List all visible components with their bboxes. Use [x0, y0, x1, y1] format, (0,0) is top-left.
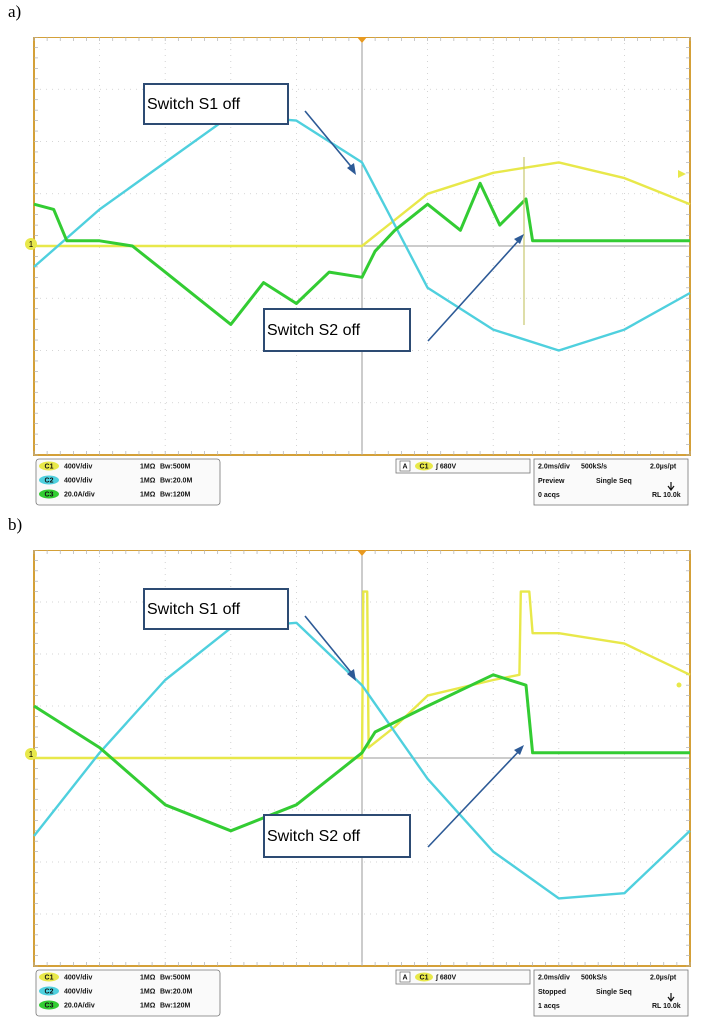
down-arrow-icon	[667, 482, 675, 491]
trigger-level-marker	[676, 682, 682, 688]
trigger-slot: A	[403, 975, 408, 982]
timebase-readout: 2.0ms/div 500kS/s 2.0µs/pt Preview Singl…	[533, 458, 689, 506]
channel-2-scale: 400V/div	[64, 989, 93, 996]
channel-3-bandwidth: Bw:120M	[160, 492, 191, 499]
callout-s2-arrow	[427, 749, 521, 848]
channel-2-impedance: 1MΩ	[140, 478, 156, 485]
channel-1-bandwidth: Bw:500M	[160, 975, 191, 982]
timebase-value: 2.0ms/div	[538, 975, 570, 982]
trace-cyan	[33, 621, 691, 900]
waveform-traces	[33, 590, 691, 900]
channel-3-bandwidth: Bw:120M	[160, 1003, 191, 1010]
oscilloscope-panel-b: 1 Switch S1 off Switch S2 off C1 400V/di…	[25, 550, 691, 1020]
channel-3-scale: 20.0A/div	[64, 1003, 95, 1010]
callout-s1-arrow	[304, 615, 355, 677]
trigger-position-marker	[357, 37, 367, 43]
ground-level-marker-label: 1	[29, 750, 34, 759]
channel-3-scale: 20.0A/div	[64, 492, 95, 499]
acquisition-count: 1 acqs	[538, 1003, 560, 1010]
channel-1-impedance: 1MΩ	[140, 464, 156, 471]
channel-2-bandwidth: Bw:20.0M	[160, 989, 192, 996]
channel-3-tag: C3	[45, 492, 54, 499]
timebase-value: 2.0ms/div	[538, 464, 570, 471]
ground-level-marker-label: 1	[29, 240, 34, 249]
trigger-value: ∫ 680V	[435, 464, 457, 471]
trigger-level-marker	[678, 170, 686, 178]
timebase-readout: 2.0ms/div 500kS/s 2.0µs/pt Stopped Singl…	[533, 969, 689, 1017]
channel-1-scale: 400V/div	[64, 464, 93, 471]
callout-switch-s1-box	[143, 588, 289, 630]
trigger-slot: A	[403, 464, 408, 471]
channel-3-tag: C3	[45, 1003, 54, 1010]
trigger-channel: C1	[420, 464, 429, 471]
panel-label-b: b)	[8, 515, 23, 534]
acquisition-mode: Single Seq	[596, 989, 632, 996]
channel-row-2: C2 400V/div 1MΩ Bw:20.0M	[39, 986, 192, 996]
trigger-channel: C1	[420, 975, 429, 982]
channel-2-impedance: 1MΩ	[140, 989, 156, 996]
waveform-traces	[33, 114, 691, 352]
callout-s2-arrow	[427, 238, 521, 342]
channel-row-1: C1 400V/div 1MΩ Bw:500M	[39, 461, 191, 471]
trigger-readout: A C1 ∫ 680V	[395, 458, 531, 474]
resolution-value: 2.0µs/pt	[650, 975, 677, 982]
callout-s1-arrow	[304, 110, 355, 171]
callout-s2-arrowhead	[514, 234, 524, 244]
callout-switch-s2-box	[263, 308, 411, 352]
channel-1-impedance: 1MΩ	[140, 975, 156, 982]
sample-rate-value: 500kS/s	[581, 975, 607, 982]
callout-switch-s1-box	[143, 83, 289, 125]
channel-3-impedance: 1MΩ	[140, 1003, 156, 1010]
callout-s1-arrowhead	[347, 163, 356, 175]
callout-s2-arrowhead	[514, 745, 524, 755]
readout-bar: C1 400V/div 1MΩ Bw:500M C2 400V/div 1MΩ …	[34, 967, 690, 1020]
trace-yellow	[34, 590, 691, 760]
channel-row-3: C3 20.0A/div 1MΩ Bw:120M	[39, 1000, 191, 1010]
acquisition-mode: Single Seq	[596, 478, 632, 485]
trigger-value: ∫ 680V	[435, 975, 457, 982]
channel-2-tag: C2	[45, 989, 54, 996]
trace-cyan	[33, 114, 691, 352]
channel-2-tag: C2	[45, 478, 54, 485]
sample-rate-value: 500kS/s	[581, 464, 607, 471]
channel-row-2: C2 400V/div 1MΩ Bw:20.0M	[39, 475, 192, 485]
trace-green	[33, 181, 690, 326]
acquisition-state: Preview	[538, 478, 565, 485]
channel-row-1: C1 400V/div 1MΩ Bw:500M	[39, 972, 191, 982]
panel-label-a: a)	[8, 2, 22, 21]
callout-switch-s2-text: Switch S2 off	[267, 322, 361, 339]
callout-s1-arrowhead	[347, 669, 356, 681]
readout-bar: C1 400V/div 1MΩ Bw:500M C2 400V/div 1MΩ …	[34, 456, 690, 507]
channel-1-bandwidth: Bw:500M	[160, 464, 191, 471]
channel-3-impedance: 1MΩ	[140, 492, 156, 499]
acquisition-count: 0 acqs	[538, 492, 560, 499]
channel-1-scale: 400V/div	[64, 975, 93, 982]
channel-2-bandwidth: Bw:20.0M	[160, 478, 192, 485]
channel-1-tag: C1	[45, 464, 54, 471]
graticule-grid	[33, 37, 691, 456]
channel-row-3: C3 20.0A/div 1MΩ Bw:120M	[39, 489, 191, 499]
record-length: RL 10.0k	[652, 1003, 681, 1010]
record-length: RL 10.0k	[652, 492, 681, 499]
oscilloscope-panel-a: 1 Switch S1 off Switch S2 off C1 400V/di…	[25, 37, 691, 507]
callout-switch-s2-text: Switch S2 off	[267, 828, 361, 845]
trace-green	[33, 673, 690, 833]
callout-switch-s1-text: Switch S1 off	[147, 96, 241, 113]
channel-1-tag: C1	[45, 975, 54, 982]
down-arrow-icon	[667, 993, 675, 1002]
acquisition-state: Stopped	[538, 989, 566, 996]
trace-yellow	[34, 161, 691, 248]
trigger-position-marker	[357, 550, 367, 556]
channel-2-scale: 400V/div	[64, 478, 93, 485]
resolution-value: 2.0µs/pt	[650, 464, 677, 471]
callout-switch-s1-text: Switch S1 off	[147, 601, 241, 618]
callout-switch-s2-box	[263, 814, 411, 858]
trigger-readout: A C1 ∫ 680V	[395, 969, 531, 985]
